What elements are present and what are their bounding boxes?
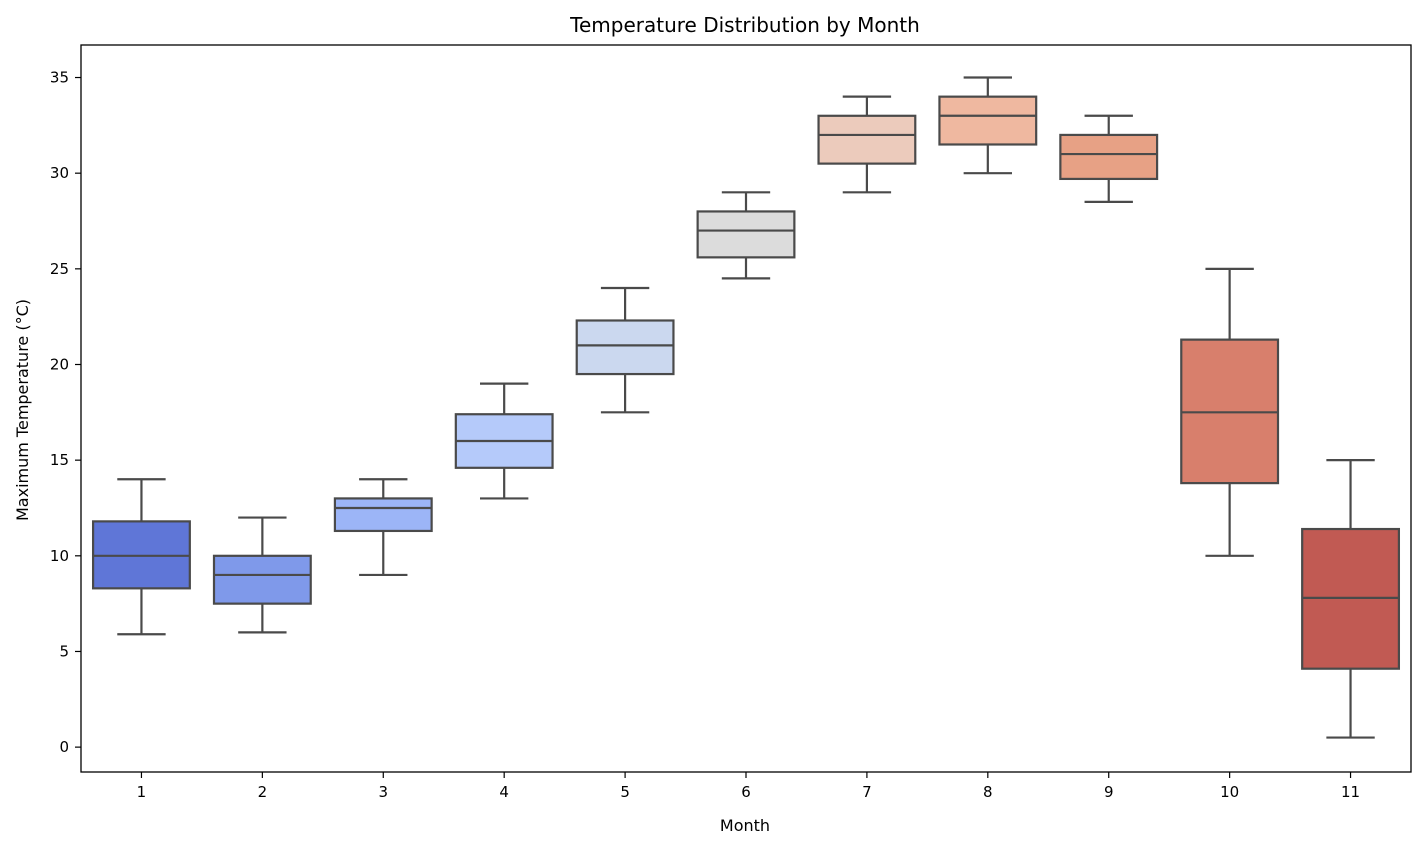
x-tick-label: 7 bbox=[862, 783, 872, 801]
box-month-8 bbox=[938, 76, 1038, 175]
iqr-box bbox=[938, 95, 1038, 146]
y-tick-label: 20 bbox=[50, 355, 69, 373]
y-tick-label: 10 bbox=[50, 547, 69, 565]
iqr-box bbox=[333, 497, 433, 533]
x-tick-label: 9 bbox=[1104, 783, 1114, 801]
y-axis-label: Maximum Temperature (°C) bbox=[13, 299, 32, 521]
box-month-6 bbox=[696, 191, 796, 280]
y-tick-label: 15 bbox=[50, 451, 69, 469]
iqr-box bbox=[696, 210, 796, 259]
iqr-box bbox=[212, 554, 312, 605]
plot-area: 0 5 10 15 20 25 30 35 1 2 3 4 5 6 7 8 9 10 11 bbox=[50, 44, 1412, 801]
x-tick-label: 10 bbox=[1220, 783, 1239, 801]
y-tick-label: 25 bbox=[50, 260, 69, 278]
y-tick-label: 35 bbox=[50, 69, 69, 87]
x-tick-label: 1 bbox=[137, 783, 147, 801]
x-tick-label: 5 bbox=[620, 783, 630, 801]
x-axis-label: Month bbox=[720, 816, 770, 835]
box-month-2 bbox=[212, 516, 312, 634]
y-tick-label: 30 bbox=[50, 164, 69, 182]
x-tick-label: 3 bbox=[378, 783, 388, 801]
x-tick-label: 8 bbox=[983, 783, 993, 801]
iqr-box bbox=[817, 114, 917, 165]
box-month-5 bbox=[575, 286, 675, 414]
chart-title: Temperature Distribution by Month bbox=[569, 13, 920, 37]
box-month-11 bbox=[1301, 459, 1401, 739]
box-month-7 bbox=[817, 95, 917, 194]
box-month-4 bbox=[454, 382, 554, 500]
box-month-1 bbox=[91, 478, 191, 636]
box-month-9 bbox=[1059, 114, 1159, 203]
x-tick-label: 4 bbox=[499, 783, 509, 801]
x-tick-label: 11 bbox=[1341, 783, 1360, 801]
iqr-box bbox=[575, 319, 675, 376]
box-month-10 bbox=[1180, 267, 1280, 557]
y-tick-label: 5 bbox=[59, 642, 69, 660]
iqr-box bbox=[1059, 133, 1159, 181]
y-tick-label: 0 bbox=[59, 738, 69, 756]
x-tick-label: 6 bbox=[741, 783, 751, 801]
x-tick-label: 2 bbox=[258, 783, 268, 801]
box-month-3 bbox=[333, 478, 433, 577]
